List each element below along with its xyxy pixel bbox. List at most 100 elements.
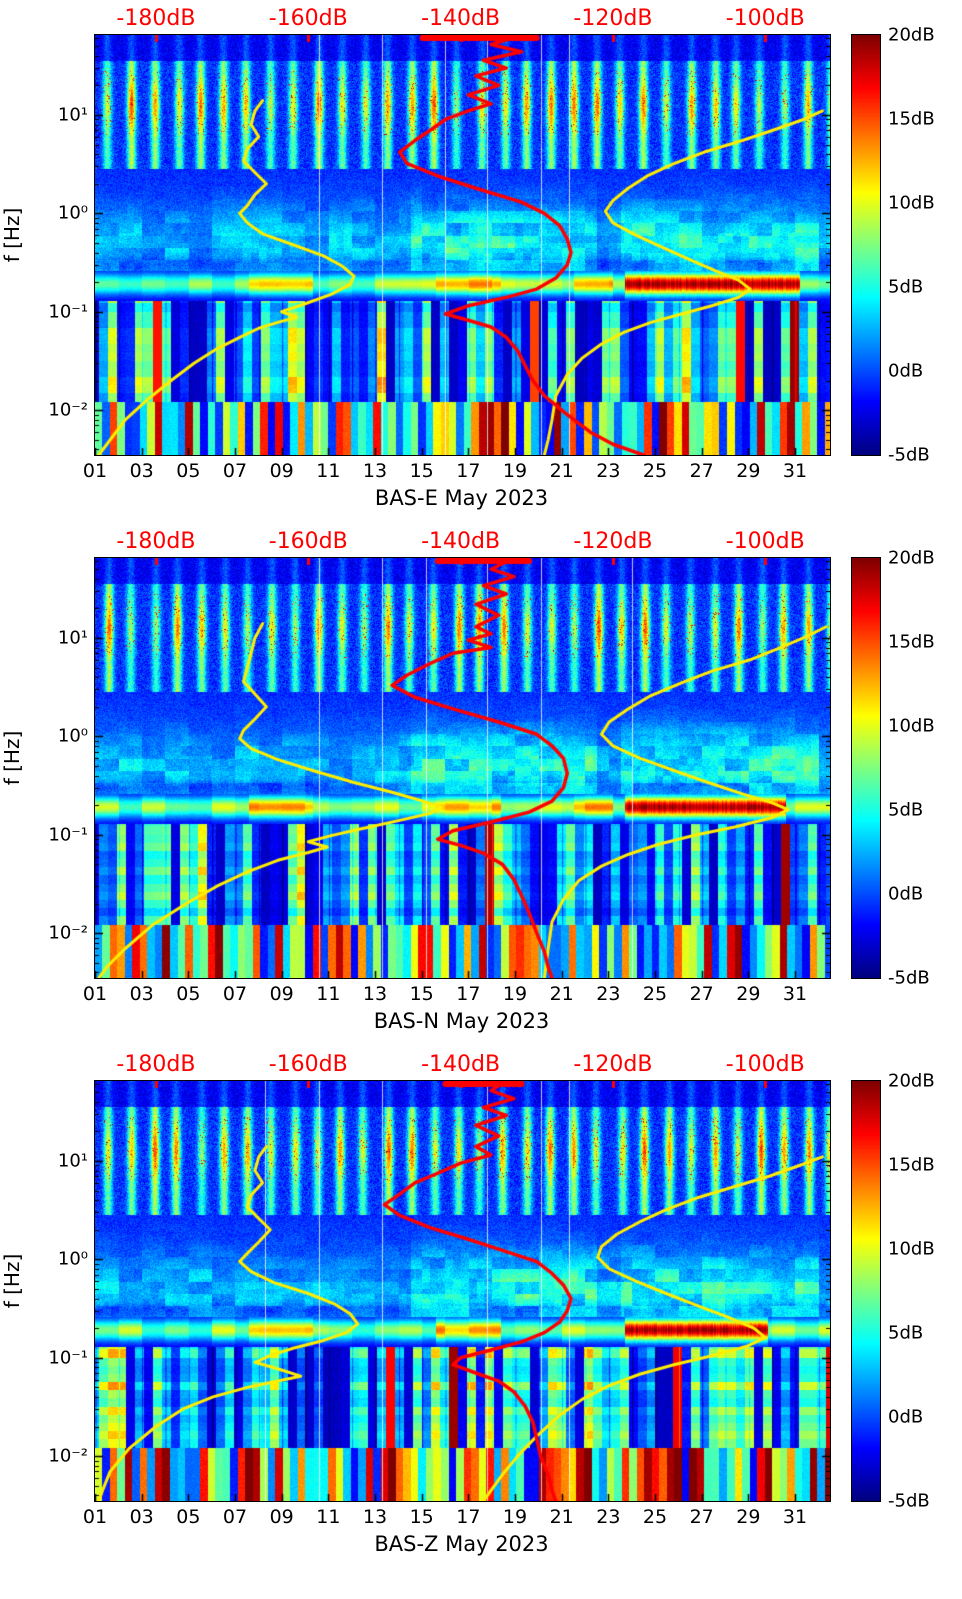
top-axis-tick-label: -140dB	[421, 1052, 501, 1077]
colorbar-tick-label: 5dB	[888, 1322, 924, 1344]
plot-area-bas-z	[94, 1080, 831, 1502]
top-axis-tick-label: -180dB	[116, 529, 196, 554]
x-tick-label: 27	[689, 983, 714, 1005]
colorbar-tick-label: -5dB	[888, 967, 930, 989]
y-tick-label: 10⁰	[57, 202, 88, 224]
top-axis-tick-label: -180dB	[116, 6, 196, 31]
x-tick-label: 13	[362, 983, 388, 1005]
colorbar-bas-e	[851, 34, 881, 456]
colorbar-tick-label: 20dB	[888, 1070, 935, 1092]
top-axis-tick-label: -100dB	[725, 6, 805, 31]
x-tick-label: 09	[269, 1506, 294, 1528]
x-tick-label: 25	[642, 460, 668, 482]
top-axis-tick-label: -180dB	[116, 1052, 196, 1077]
y-tick-label: 10¹	[57, 104, 88, 126]
x-tick-label: 21	[549, 460, 574, 482]
x-tick-label: 05	[176, 983, 201, 1005]
top-axis-tick-label: -160dB	[268, 529, 348, 554]
x-tick-label: 09	[269, 460, 294, 482]
y-tick-label: 10¹	[57, 1150, 88, 1172]
colorbar-tick-label: 5dB	[888, 276, 924, 298]
x-tick-label: 29	[736, 460, 761, 482]
x-tick-label: 15	[409, 460, 434, 482]
x-tick-label: 07	[222, 983, 248, 1005]
spectrogram-panel-bas-e: f [Hz] BAS-E May 2023 -180dB -160dB -140dB…	[0, 0, 962, 523]
top-axis-tick-label: -140dB	[421, 6, 501, 31]
top-axis-tick-label: -160dB	[268, 1052, 348, 1077]
x-tick-label: 11	[316, 983, 341, 1005]
x-tick-label: 01	[82, 1506, 108, 1528]
colorbar-tick-label: 0dB	[888, 360, 924, 382]
x-tick-label: 27	[689, 460, 714, 482]
top-axis-tick-label: -100dB	[725, 529, 805, 554]
x-tick-label: 19	[502, 1506, 528, 1528]
x-tick-label: 07	[222, 1506, 248, 1528]
x-tick-label: 29	[736, 983, 761, 1005]
y-axis-label: f [Hz]	[0, 1253, 24, 1309]
y-axis-label: f [Hz]	[0, 730, 24, 786]
x-tick-label: 07	[222, 460, 248, 482]
x-tick-label: 03	[129, 983, 154, 1005]
colorbar-tick-label: 20dB	[888, 547, 935, 569]
x-tick-label: 11	[316, 460, 341, 482]
plot-area-bas-e	[94, 34, 831, 456]
y-tick-label: 10⁻¹	[48, 301, 88, 323]
colorbar-bas-z	[851, 1080, 881, 1502]
x-tick-label: 31	[782, 1506, 808, 1528]
x-tick-label: 25	[642, 983, 668, 1005]
colorbar-canvas	[852, 1081, 880, 1501]
colorbar-tick-label: 15dB	[888, 108, 935, 130]
x-tick-label: 15	[409, 983, 434, 1005]
top-axis-tick-label: -140dB	[421, 529, 501, 554]
x-tick-label: 31	[782, 983, 808, 1005]
spectrogram-canvas	[95, 558, 830, 978]
spectrogram-panel-bas-n: f [Hz] BAS-N May 2023 -180dB -160dB -140dB…	[0, 523, 962, 1046]
x-axis-title: BAS-Z May 2023	[374, 1532, 549, 1556]
x-tick-label: 23	[596, 983, 621, 1005]
colorbar-bas-n	[851, 557, 881, 979]
y-tick-label: 10¹	[57, 627, 88, 649]
x-tick-label: 01	[82, 460, 108, 482]
spectrogram-panel-bas-z: f [Hz] BAS-Z May 2023 -180dB -160dB -140dB…	[0, 1046, 962, 1599]
y-tick-label: 10⁻²	[48, 399, 88, 421]
colorbar-canvas	[852, 558, 880, 978]
colorbar-tick-label: 10dB	[888, 715, 935, 737]
x-tick-label: 05	[176, 460, 201, 482]
top-axis-tick-label: -100dB	[725, 1052, 805, 1077]
x-tick-label: 17	[456, 460, 481, 482]
y-tick-label: 10⁰	[57, 1248, 88, 1270]
y-tick-label: 10⁻¹	[48, 1347, 88, 1369]
x-tick-label: 13	[362, 1506, 388, 1528]
x-tick-label: 03	[129, 1506, 154, 1528]
x-tick-label: 21	[549, 983, 574, 1005]
x-tick-label: 17	[456, 983, 481, 1005]
x-tick-label: 19	[502, 983, 528, 1005]
x-tick-label: 19	[502, 460, 528, 482]
top-axis-tick-label: -120dB	[573, 529, 653, 554]
x-tick-label: 27	[689, 1506, 714, 1528]
x-tick-label: 29	[736, 1506, 761, 1528]
colorbar-tick-label: 10dB	[888, 1238, 935, 1260]
colorbar-tick-label: 5dB	[888, 799, 924, 821]
spectrogram-canvas	[95, 1081, 830, 1501]
colorbar-tick-label: 15dB	[888, 1154, 935, 1176]
colorbar-canvas	[852, 35, 880, 455]
x-tick-label: 23	[596, 1506, 621, 1528]
colorbar-tick-label: 15dB	[888, 631, 935, 653]
y-axis-label: f [Hz]	[0, 207, 24, 263]
colorbar-tick-label: -5dB	[888, 444, 930, 466]
x-tick-label: 15	[409, 1506, 434, 1528]
colorbar-tick-label: 0dB	[888, 1406, 924, 1428]
top-axis-tick-label: -120dB	[573, 6, 653, 31]
x-axis-title: BAS-N May 2023	[373, 1009, 550, 1033]
x-tick-label: 13	[362, 460, 388, 482]
x-tick-label: 17	[456, 1506, 481, 1528]
y-tick-label: 10⁰	[57, 725, 88, 747]
plot-area-bas-n	[94, 557, 831, 979]
x-tick-label: 11	[316, 1506, 341, 1528]
colorbar-tick-label: 20dB	[888, 24, 935, 46]
x-tick-label: 31	[782, 460, 808, 482]
spectrogram-canvas	[95, 35, 830, 455]
x-tick-label: 23	[596, 460, 621, 482]
